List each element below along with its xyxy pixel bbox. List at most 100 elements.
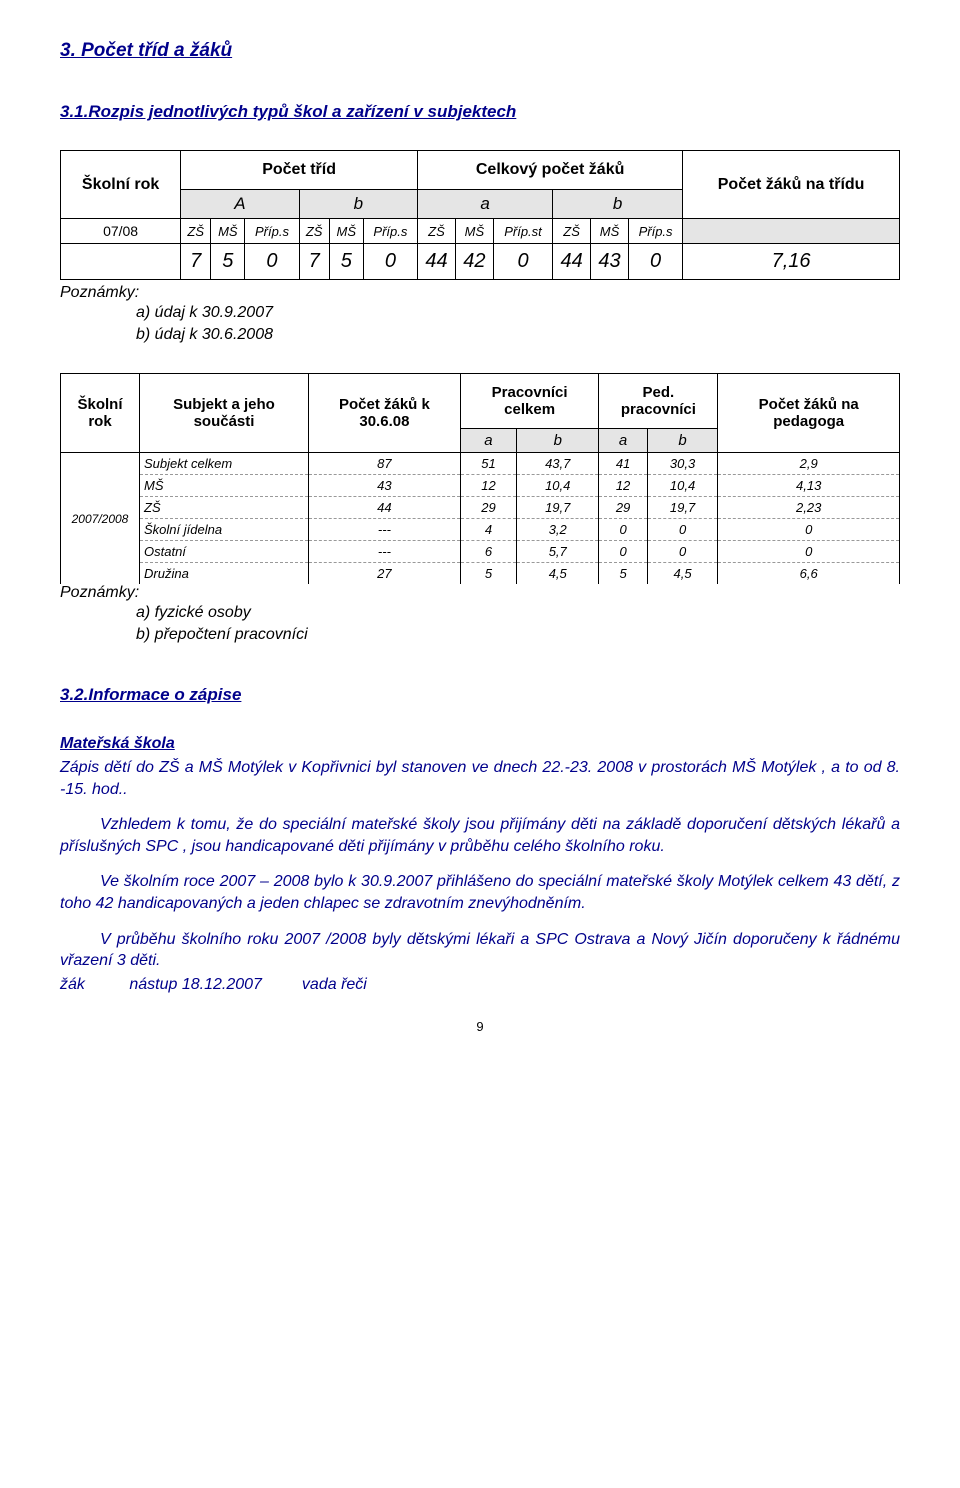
sub2-b1: b bbox=[517, 429, 599, 453]
notes-31b: Poznámky: a) fyzické osoby b) přepočtení… bbox=[60, 584, 900, 645]
c-9: ZŠ bbox=[553, 219, 591, 244]
note-31-a: a) údaj k 30.9.2007 bbox=[136, 302, 900, 324]
cell-1-1: 12 bbox=[460, 475, 516, 497]
hdr2-subjekt: Subjekt a jeho součásti bbox=[140, 374, 309, 453]
sub-b2: b bbox=[553, 190, 683, 219]
cell-2-5: 2,23 bbox=[718, 497, 900, 519]
c-3: ZŠ bbox=[299, 219, 329, 244]
v-12: 7,16 bbox=[683, 244, 900, 280]
note-31b-b: b) přepočtení pracovníci bbox=[136, 624, 900, 646]
sub2-a2: a bbox=[599, 429, 647, 453]
cell-1-0: 43 bbox=[309, 475, 461, 497]
cell-5-0: 27 bbox=[309, 563, 461, 585]
section-title: 3. Počet tříd a žáků bbox=[60, 40, 900, 62]
hdr-pocet-trid: Počet tříd bbox=[181, 151, 418, 190]
cell-5-4: 4,5 bbox=[647, 563, 718, 585]
cell-2-4: 19,7 bbox=[647, 497, 718, 519]
notes-label-2: Poznámky: bbox=[60, 584, 139, 601]
cell-4-3: 0 bbox=[599, 541, 647, 563]
subj-5: Družina bbox=[140, 563, 309, 585]
cell-0-3: 41 bbox=[599, 453, 647, 475]
cell-3-3: 0 bbox=[599, 519, 647, 541]
para2: Vzhledem k tomu, že do speciální mateřsk… bbox=[60, 814, 900, 857]
c-5: Příp.s bbox=[363, 219, 417, 244]
cell-1-2: 10,4 bbox=[517, 475, 599, 497]
cell-0-0: 87 bbox=[309, 453, 461, 475]
sub-A: A bbox=[181, 190, 299, 219]
sub-b1: b bbox=[299, 190, 417, 219]
notes-label-1: Poznámky: bbox=[60, 284, 139, 301]
v-11: 0 bbox=[628, 244, 682, 280]
year-2007-2008: 2007/2008 bbox=[61, 453, 140, 585]
cell-4-4: 0 bbox=[647, 541, 718, 563]
v-9: 44 bbox=[553, 244, 591, 280]
v-0: 7 bbox=[181, 244, 211, 280]
v-4: 5 bbox=[329, 244, 363, 280]
note-31b-a: a) fyzické osoby bbox=[136, 602, 900, 624]
cell-0-2: 43,7 bbox=[517, 453, 599, 475]
v-6: 44 bbox=[418, 244, 456, 280]
c-4: MŠ bbox=[329, 219, 363, 244]
cell-3-5: 0 bbox=[718, 519, 900, 541]
v-8: 0 bbox=[493, 244, 552, 280]
cell-0-5: 2,9 bbox=[718, 453, 900, 475]
cell-3-1: 4 bbox=[460, 519, 516, 541]
hdr-na-tridu: Počet žáků na třídu bbox=[683, 151, 900, 219]
note-31-b: b) údaj k 30.6.2008 bbox=[136, 324, 900, 346]
hdr-rok: Školní rok bbox=[61, 151, 181, 219]
hdr2-pocet-zaku: Počet žáků k 30.6.08 bbox=[309, 374, 461, 453]
subj-2: ZŠ bbox=[140, 497, 309, 519]
cell-1-4: 10,4 bbox=[647, 475, 718, 497]
blank-ratio bbox=[683, 219, 900, 244]
sub2-a1: a bbox=[460, 429, 516, 453]
c-6: ZŠ bbox=[418, 219, 456, 244]
cell-1-5: 4,13 bbox=[718, 475, 900, 497]
notes-31: Poznámky: a) údaj k 30.9.2007 b) údaj k … bbox=[60, 284, 900, 345]
subj-0: Subjekt celkem bbox=[140, 453, 309, 475]
cell-5-2: 4,5 bbox=[517, 563, 599, 585]
subj-3: Školní jídelna bbox=[140, 519, 309, 541]
sub-a2: a bbox=[418, 190, 553, 219]
cell-4-2: 5,7 bbox=[517, 541, 599, 563]
c-1: MŠ bbox=[211, 219, 245, 244]
hdr2-ped: Ped. pracovníci bbox=[599, 374, 718, 429]
cell-0-4: 30,3 bbox=[647, 453, 718, 475]
subsection-32-title: 3.2.Informace o zápise bbox=[60, 685, 900, 705]
v-3: 7 bbox=[299, 244, 329, 280]
empty-l bbox=[61, 244, 181, 280]
page-number: 9 bbox=[60, 1019, 900, 1034]
cell-5-3: 5 bbox=[599, 563, 647, 585]
v-7: 42 bbox=[455, 244, 493, 280]
cell-4-5: 0 bbox=[718, 541, 900, 563]
year-0708: 07/08 bbox=[61, 219, 181, 244]
cell-3-2: 3,2 bbox=[517, 519, 599, 541]
c-10: MŠ bbox=[591, 219, 629, 244]
v-5: 0 bbox=[363, 244, 417, 280]
cell-0-1: 51 bbox=[460, 453, 516, 475]
table-31b: Školní rok Subjekt a jeho součásti Počet… bbox=[60, 373, 900, 584]
hdr-celkovy: Celkový počet žáků bbox=[418, 151, 683, 190]
cell-2-0: 44 bbox=[309, 497, 461, 519]
para4-line: žák nástup 18.12.2007 vada řeči bbox=[60, 974, 900, 996]
hdr2-rok: Školní rok bbox=[61, 374, 140, 453]
c-11: Příp.s bbox=[628, 219, 682, 244]
table-31: Školní rok Počet tříd Celkový počet žáků… bbox=[60, 150, 900, 280]
cell-3-0: --- bbox=[309, 519, 461, 541]
subsection-31-title: 3.1.Rozpis jednotlivých typů škol a zaří… bbox=[60, 102, 900, 122]
para1: Zápis dětí do ZŠ a MŠ Motýlek v Kopřivni… bbox=[60, 757, 900, 800]
cell-4-1: 6 bbox=[460, 541, 516, 563]
hdr2-prac: Pracovníci celkem bbox=[460, 374, 599, 429]
cell-5-1: 5 bbox=[460, 563, 516, 585]
v-10: 43 bbox=[591, 244, 629, 280]
subj-1: MŠ bbox=[140, 475, 309, 497]
c-2: Příp.s bbox=[245, 219, 299, 244]
v-1: 5 bbox=[211, 244, 245, 280]
cell-2-3: 29 bbox=[599, 497, 647, 519]
cell-5-5: 6,6 bbox=[718, 563, 900, 585]
cell-2-2: 19,7 bbox=[517, 497, 599, 519]
para4-pre: V průběhu školního roku 2007 /2008 byly … bbox=[60, 929, 900, 972]
sub2-b2: b bbox=[647, 429, 718, 453]
cell-3-4: 0 bbox=[647, 519, 718, 541]
cell-2-1: 29 bbox=[460, 497, 516, 519]
para1-lead: Mateřská škola bbox=[60, 735, 175, 752]
